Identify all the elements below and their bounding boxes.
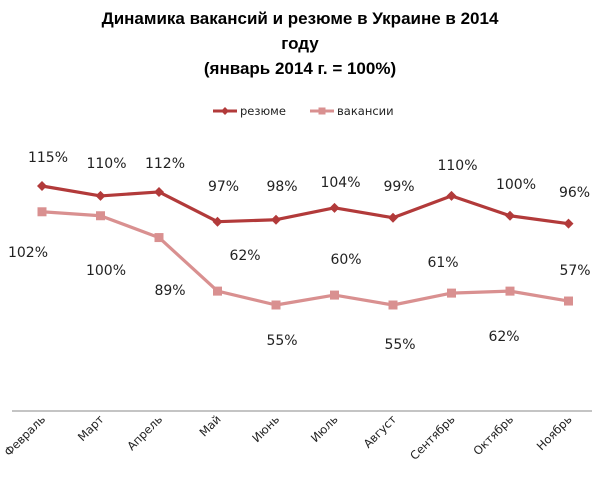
chart-title-line-1: Динамика вакансий и резюме в Украине в 2…	[101, 9, 499, 28]
data-label-вакансии-2: 89%	[154, 283, 185, 299]
point-резюме-6	[388, 212, 398, 223]
point-вакансии-0	[37, 207, 47, 217]
point-резюме-0	[37, 181, 47, 191]
data-label-резюме-0: 115%	[28, 150, 68, 166]
category-labels-layer: Февраль Март Апрель Май Июнь Июль Август Сентяб…	[1, 412, 574, 463]
data-label-резюме-9: 96%	[559, 185, 590, 201]
chart-title-line-2: году	[281, 34, 319, 53]
data-label-вакансии-7: 61%	[427, 255, 458, 271]
legend-label-вакансии: вакансии	[337, 104, 394, 118]
data-label-резюме-4: 98%	[266, 179, 297, 195]
chart-title: Динамика вакансий и резюме в Украине в 2…	[0, 6, 600, 81]
point-вакансии-6	[388, 300, 398, 310]
category-label-5: Июль	[308, 412, 341, 445]
data-label-резюме-8: 100%	[496, 177, 536, 193]
point-вакансии-2	[154, 233, 164, 243]
point-резюме-2	[154, 186, 164, 197]
category-label-3: Май	[196, 412, 223, 439]
series-layer	[37, 181, 574, 310]
data-label-резюме-1: 110%	[86, 156, 126, 172]
point-вакансии-3	[213, 286, 222, 296]
category-label-2: Апрель	[124, 412, 165, 453]
point-вакансии-8	[505, 286, 515, 296]
data-label-вакансии-6: 55%	[384, 337, 415, 353]
point-вакансии-1	[96, 211, 105, 221]
data-label-резюме-6: 99%	[383, 179, 414, 195]
legend-marker-резюме	[221, 107, 229, 115]
data-label-резюме-7: 110%	[437, 158, 477, 174]
category-label-8: Октябрь	[470, 412, 516, 458]
point-вакансии-5	[330, 290, 339, 300]
data-label-вакансии-5: 60%	[330, 252, 361, 268]
category-label-4: Июнь	[249, 412, 282, 445]
legend-marker-вакансии	[318, 107, 326, 115]
data-label-резюме-3: 97%	[208, 179, 239, 195]
category-label-1: Март	[75, 412, 107, 444]
chart-title-line-3: (январь 2014 г. = 100%)	[203, 59, 397, 78]
point-резюме-9	[563, 218, 574, 229]
point-резюме-5	[329, 202, 340, 213]
data-label-вакансии-8: 62%	[488, 329, 519, 345]
point-резюме-1	[95, 190, 106, 201]
point-вакансии-9	[564, 296, 573, 306]
data-labels-layer: 115% 110% 112% 97% 98% 104% 99% 110% 100% 96% 102%…	[8, 150, 591, 353]
data-label-вакансии-1: 100%	[86, 263, 126, 279]
data-label-вакансии-9: 57%	[559, 263, 590, 279]
legend: резюме вакансии	[213, 104, 394, 118]
point-резюме-8	[505, 210, 515, 221]
category-label-0: Февраль	[1, 412, 48, 459]
point-резюме-4	[271, 214, 281, 225]
point-вакансии-7	[447, 288, 456, 298]
category-label-7: Сентябрь	[407, 412, 458, 463]
series-line-резюме	[41, 184, 569, 226]
category-label-9: Ноябрь	[534, 412, 575, 453]
point-вакансии-4	[271, 300, 281, 310]
category-label-6: Август	[361, 412, 400, 451]
data-label-резюме-5: 104%	[320, 175, 360, 191]
point-резюме-3	[212, 216, 223, 227]
data-label-вакансии-3: 62%	[229, 248, 260, 264]
series-line-вакансии	[41, 210, 569, 307]
data-label-вакансии-0: 102%	[8, 245, 48, 261]
legend-label-резюме: резюме	[240, 104, 286, 118]
data-label-вакансии-4: 55%	[266, 333, 297, 349]
data-label-резюме-2: 112%	[145, 156, 185, 172]
point-резюме-7	[446, 190, 457, 201]
